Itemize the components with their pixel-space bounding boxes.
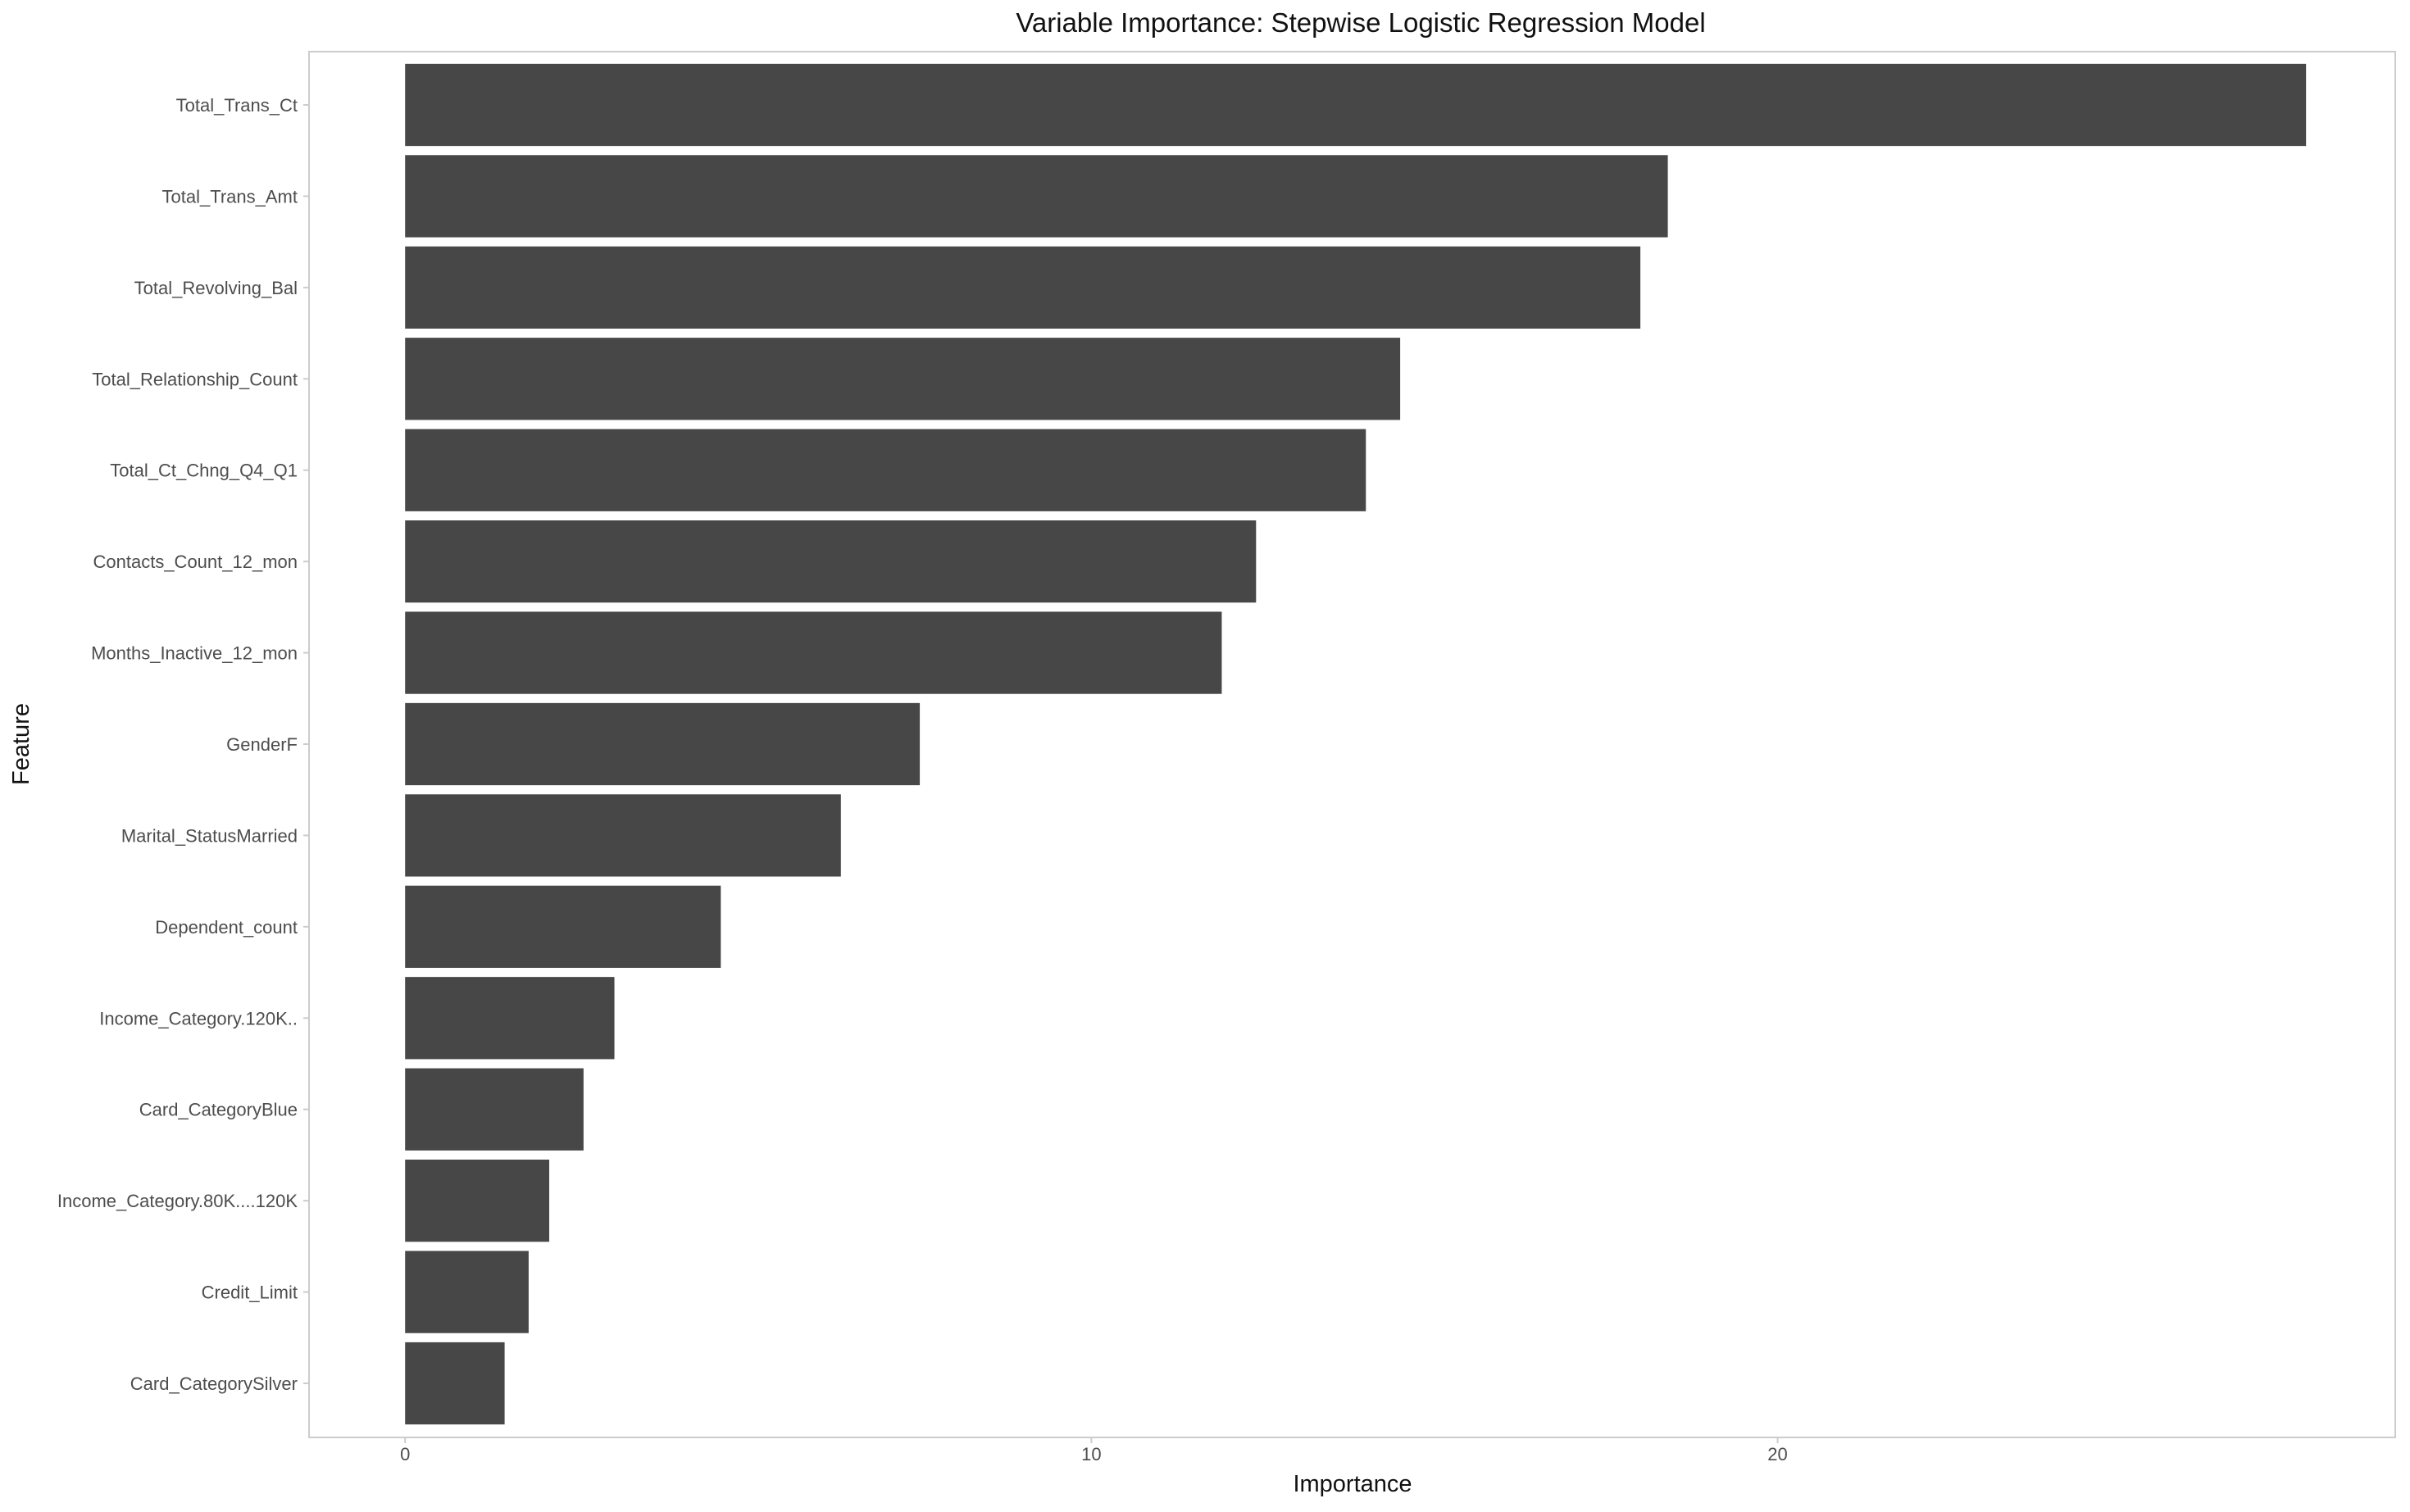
y-tick-label: Card_CategoryBlue (139, 1100, 298, 1120)
bar (405, 1342, 505, 1425)
bar (405, 520, 1257, 603)
x-tick-label: 0 (400, 1444, 410, 1464)
y-tick-label: Total_Relationship_Count (92, 369, 298, 389)
bar (405, 977, 615, 1060)
bar (405, 794, 841, 877)
x-tick-label: 20 (1767, 1444, 1787, 1464)
y-tick-label: Card_CategorySilver (130, 1374, 298, 1394)
y-tick-label: Marital_StatusMarried (121, 825, 298, 846)
bar (405, 155, 1668, 238)
y-tick-label: Total_Ct_Chng_Q4_Q1 (110, 461, 298, 481)
chart-title: Variable Importance: Stepwise Logistic R… (1016, 7, 1705, 38)
bar (405, 885, 721, 968)
bars (405, 63, 2307, 1425)
y-tick-label: Total_Trans_Ct (176, 95, 298, 116)
y-tick-label: Credit_Limit (202, 1283, 298, 1303)
bar (405, 63, 2307, 147)
bar (405, 429, 1366, 511)
y-tick-label: GenderF (226, 734, 298, 755)
bar (405, 246, 1641, 329)
y-axis-ticks: Total_Trans_Ct Total_Trans_Amt Total_Revol… (57, 95, 309, 1394)
y-tick-label: Total_Revolving_Bal (134, 278, 298, 298)
y-tick-label: Months_Inactive_12_mon (91, 643, 298, 664)
bar (405, 1251, 529, 1333)
bar (405, 1160, 550, 1242)
y-axis-title: Feature (8, 703, 34, 785)
bar (405, 702, 921, 786)
x-tick-label: 10 (1081, 1444, 1101, 1464)
y-tick-label: Contacts_Count_12_mon (93, 552, 298, 572)
y-tick-label: Total_Trans_Amt (162, 186, 298, 207)
y-tick-label: Dependent_count (155, 917, 298, 938)
x-axis-ticks: 0 10 20 (400, 1437, 1788, 1464)
x-axis-title: Importance (1293, 1471, 1412, 1497)
bar (405, 1068, 584, 1151)
y-tick-label: Income_Category.80K....120K (57, 1191, 298, 1211)
bar (405, 338, 1401, 420)
y-tick-label: Income_Category.120K.. (99, 1008, 298, 1028)
bar (405, 611, 1222, 694)
